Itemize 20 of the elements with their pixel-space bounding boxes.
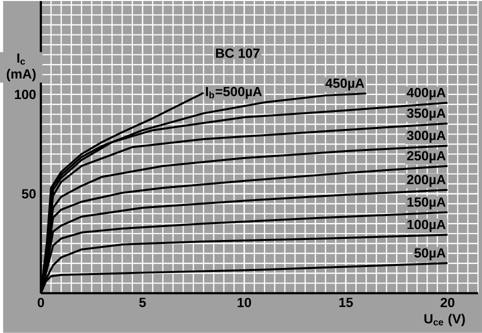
series-label: 250µA bbox=[407, 151, 446, 164]
series-label: 350µA bbox=[406, 108, 446, 121]
series-label: 300µA bbox=[406, 130, 446, 143]
y-tick-label: 50 bbox=[22, 189, 36, 199]
series-label: I$_{b}$=500µA bbox=[206, 86, 262, 99]
series-label: 400µA bbox=[406, 88, 446, 100]
x-tick-label: 5 bbox=[139, 298, 146, 308]
series-label: 200µA bbox=[407, 174, 446, 187]
text: BC 107 bbox=[216, 48, 260, 58]
x-tick-label: 15 bbox=[339, 298, 353, 308]
x-axis-title: U$_{ce}$ (V) bbox=[424, 314, 465, 326]
x-tick-label: 10 bbox=[238, 298, 252, 308]
x-tick-label: 0 bbox=[38, 298, 44, 308]
series-label: 50µA bbox=[414, 248, 446, 260]
series-label: 450µA bbox=[326, 78, 364, 91]
series-label: 100µA bbox=[407, 220, 446, 232]
y-axis-title: I$_{c}$ (mA) bbox=[6, 54, 36, 82]
y-tick-label: 100 bbox=[14, 90, 36, 100]
x-tick-label: 20 bbox=[440, 298, 454, 308]
series-label: 150µA bbox=[407, 197, 446, 210]
